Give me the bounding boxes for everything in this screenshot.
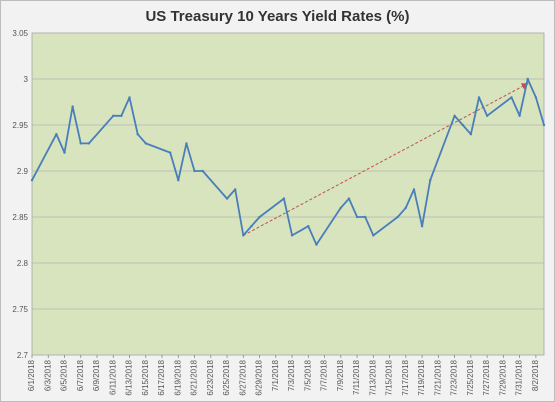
data-point (453, 114, 456, 118)
x-tick-label: 6/25/2018 (222, 359, 231, 395)
data-point (128, 96, 131, 99)
data-point (136, 133, 139, 136)
data-point (469, 133, 473, 136)
data-point (71, 105, 74, 108)
data-point (307, 225, 310, 228)
data-point (518, 114, 521, 118)
data-point (355, 215, 359, 219)
x-tick-label: 6/7/2018 (76, 359, 85, 391)
x-tick-label: 6/21/2018 (190, 359, 199, 395)
data-point (79, 142, 82, 145)
x-tick-label: 6/3/2018 (43, 359, 52, 391)
x-tick-label: 7/11/2018 (352, 359, 361, 395)
x-tick-label: 7/17/2018 (401, 359, 410, 395)
data-point (347, 197, 351, 200)
x-tick-label: 7/31/2018 (515, 359, 524, 395)
data-point (315, 243, 318, 246)
gridlines (32, 32, 544, 356)
series-layer (30, 77, 546, 246)
data-point (193, 169, 196, 173)
data-point (412, 188, 416, 191)
data-point (63, 151, 66, 154)
data-point (485, 114, 489, 118)
x-tick-label: 6/27/2018 (238, 359, 247, 395)
data-point (534, 96, 538, 99)
data-point (290, 234, 294, 237)
y-tick-label: 3.05 (12, 29, 28, 38)
x-tick-label: 7/3/2018 (287, 359, 296, 391)
data-point (225, 197, 229, 200)
data-point (542, 123, 546, 127)
data-point (258, 215, 261, 219)
data-point (30, 179, 34, 182)
x-tick-label: 6/29/2018 (255, 359, 264, 395)
data-point (120, 114, 123, 118)
x-tick-label: 7/1/2018 (271, 359, 280, 391)
data-point (526, 77, 529, 81)
data-point (177, 179, 180, 182)
data-point (461, 123, 464, 127)
x-tick-label: 6/17/2018 (157, 359, 166, 395)
data-point (201, 169, 204, 173)
x-tick-label: 7/7/2018 (320, 359, 329, 391)
plot-area (31, 32, 545, 356)
data-point (185, 142, 188, 145)
x-tick-label: 6/1/2018 (27, 359, 36, 391)
x-tick-label: 7/5/2018 (303, 359, 312, 391)
y-tick-label: 3 (24, 75, 29, 84)
data-point (144, 142, 147, 145)
x-tick-label: 6/5/2018 (60, 359, 69, 391)
data-point (250, 225, 253, 228)
data-point (404, 206, 408, 209)
data-point (112, 114, 115, 118)
y-tick-label: 2.9 (17, 167, 29, 176)
x-tick-label: 7/25/2018 (466, 359, 475, 395)
y-tick-label: 2.8 (17, 259, 29, 268)
y-tick-label: 2.7 (17, 351, 29, 360)
x-tick-label: 8/2/2018 (531, 359, 540, 391)
data-point (396, 215, 399, 219)
data-point (372, 234, 375, 237)
data-point (242, 234, 245, 237)
data-point (87, 142, 91, 145)
data-point (282, 197, 286, 200)
data-point (420, 225, 424, 228)
data-point (55, 133, 58, 136)
x-tick-label: 6/9/2018 (92, 359, 101, 391)
x-tick-label: 6/11/2018 (108, 359, 117, 395)
x-tick-label: 7/29/2018 (498, 359, 507, 395)
data-point (364, 215, 367, 219)
x-tick-label: 7/23/2018 (450, 359, 459, 395)
x-tick-label: 7/9/2018 (336, 359, 345, 391)
data-point (339, 206, 343, 209)
x-tick-label: 7/19/2018 (417, 359, 426, 395)
chart-title: US Treasury 10 Years Yield Rates (%) (145, 8, 410, 25)
x-axis: 6/1/2018 6/3/2018 6/5/2018 6/7/2018 6/9/2018… (27, 355, 540, 396)
data-point (510, 96, 513, 99)
trend-arrow (243, 83, 529, 236)
trendline-layer (243, 83, 529, 236)
x-tick-label: 7/21/2018 (433, 359, 442, 395)
y-tick-label: 2.75 (12, 305, 28, 314)
x-tick-label: 6/15/2018 (141, 359, 150, 395)
y-axis: 2.7 2.75 2.8 2.85 2.9 2.95 3 3.05 (12, 29, 28, 360)
x-tick-label: 6/13/2018 (125, 359, 134, 395)
y-tick-label: 2.95 (12, 121, 28, 130)
x-tick-label: 6/23/2018 (206, 359, 215, 395)
data-point (233, 188, 237, 191)
x-tick-label: 6/19/2018 (173, 359, 182, 395)
data-point (477, 96, 481, 99)
data-point (168, 151, 172, 154)
x-tick-label: 7/13/2018 (368, 359, 377, 395)
x-tick-label: 7/15/2018 (385, 359, 394, 395)
x-tick-label: 7/27/2018 (482, 359, 491, 395)
y-tick-label: 2.85 (12, 213, 28, 222)
data-point (429, 179, 432, 182)
